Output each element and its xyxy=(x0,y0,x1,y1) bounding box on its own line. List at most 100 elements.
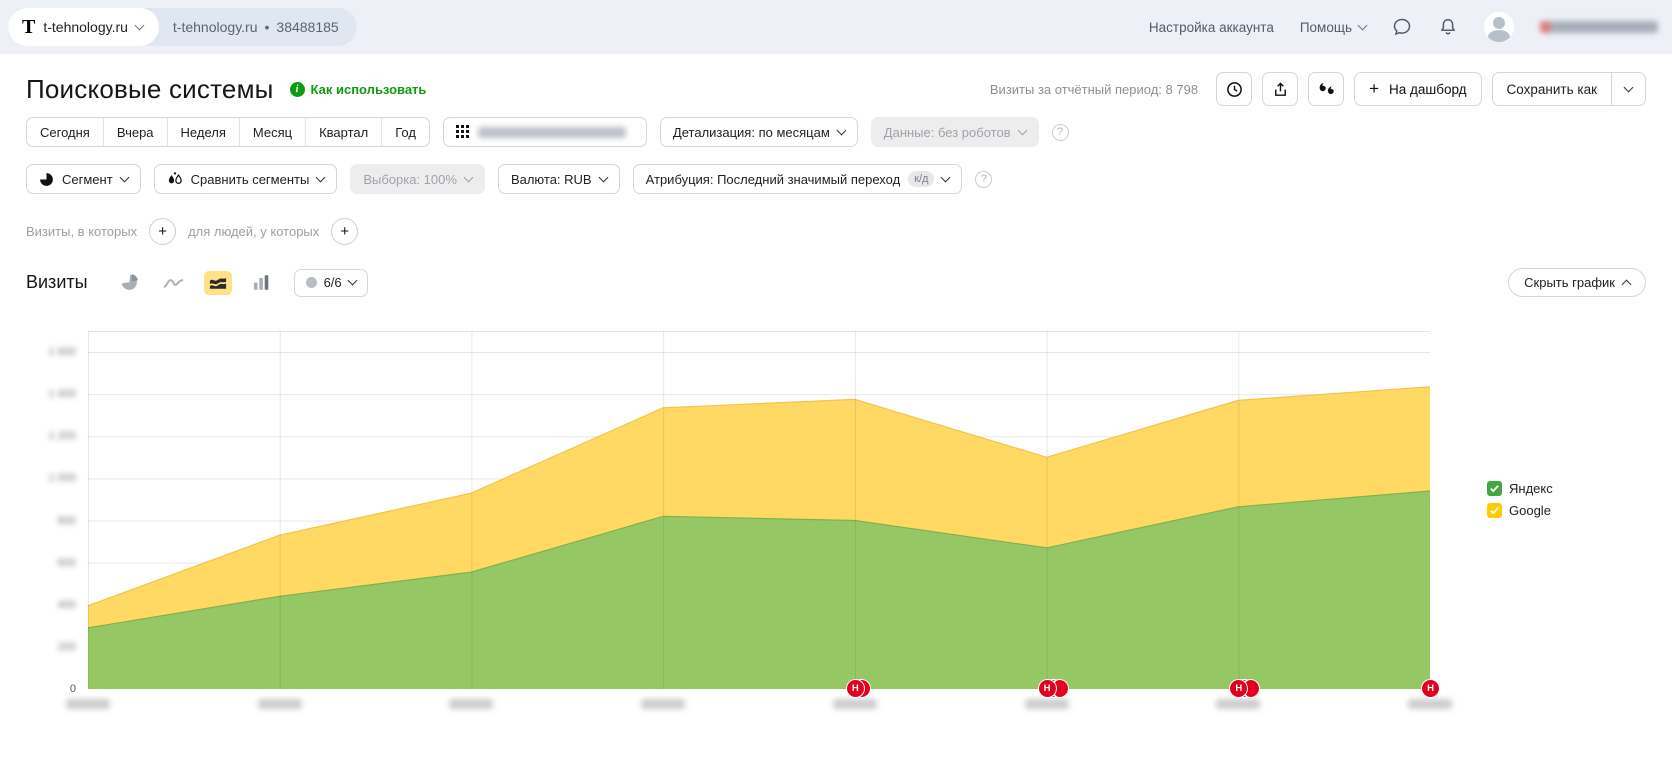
counter-meta[interactable]: t-tehnology.ru • 38488185 xyxy=(159,8,357,46)
period-year[interactable]: Год xyxy=(381,118,429,146)
segment-pie-icon xyxy=(40,172,53,186)
chevron-down-icon xyxy=(598,172,609,182)
annotation-marker[interactable]: H xyxy=(1422,680,1439,697)
y-axis-label: 600 xyxy=(57,556,76,569)
add-to-dashboard-button[interactable]: + На дашборд xyxy=(1354,72,1482,106)
annotation-marker[interactable]: H xyxy=(1230,680,1260,697)
legend-item-google[interactable]: Google xyxy=(1487,503,1553,518)
save-as-split-button: Сохранить как xyxy=(1491,72,1646,106)
hide-chart-label: Скрыть график xyxy=(1524,275,1615,290)
metric-title: Визиты xyxy=(26,272,88,292)
chevron-down-icon xyxy=(347,275,358,286)
legend-label: Яндекс xyxy=(1509,481,1553,496)
info-icon: i xyxy=(289,81,305,97)
segment-label: Сегмент xyxy=(62,171,113,187)
compare-segments-label: Сравнить сегменты xyxy=(190,171,310,187)
currency-dropdown[interactable]: Валюта: RUB xyxy=(497,164,620,194)
legend-item-yandex[interactable]: Яндекс xyxy=(1487,481,1553,496)
people-condition-label: для людей, у которых xyxy=(188,224,320,239)
notifications-bell-icon[interactable] xyxy=(1438,17,1458,37)
user-avatar[interactable] xyxy=(1484,12,1514,42)
checkbox-checked-icon xyxy=(1487,503,1502,518)
segment-dropdown[interactable]: Сегмент xyxy=(26,164,141,194)
sampling-dropdown[interactable]: Выборка: 100% xyxy=(350,164,485,194)
comments-button[interactable] xyxy=(1308,72,1345,106)
help-question-icon[interactable]: ? xyxy=(1051,123,1069,141)
chevron-down-icon xyxy=(463,172,474,182)
annotation-marker[interactable]: H xyxy=(846,680,870,697)
column-chart-type-icon[interactable] xyxy=(248,271,276,295)
counter-dropdown[interactable]: T t-tehnology.ru xyxy=(8,8,159,46)
y-axis-label: 1 200 xyxy=(48,430,76,443)
separator-dot: • xyxy=(264,19,270,35)
series-count-dropdown[interactable]: 6/6 xyxy=(293,268,368,297)
marker-h-icon: H xyxy=(1230,680,1248,697)
save-as-dropdown[interactable] xyxy=(1611,73,1645,105)
x-axis-label-blurred xyxy=(641,699,686,709)
visits-summary: Визиты за отчётный период: 8 798 xyxy=(989,81,1199,97)
help-menu[interactable]: Помощь xyxy=(1300,20,1368,35)
attribution-dropdown[interactable]: Атрибуция: Последний значимый переход к/… xyxy=(632,164,963,194)
period-month[interactable]: Месяц xyxy=(238,118,305,146)
y-axis-label: 1 000 xyxy=(48,472,76,485)
series-dot-icon xyxy=(305,277,317,288)
x-axis-label-blurred xyxy=(1024,699,1069,709)
period-week[interactable]: Неделя xyxy=(166,118,239,146)
chart-controls-row: Визиты 6/6 Скрыть график xyxy=(26,268,1646,297)
chevron-down-icon xyxy=(315,172,326,182)
feedback-chat-icon[interactable] xyxy=(1392,17,1412,37)
period-quarter[interactable]: Квартал xyxy=(305,118,381,146)
chart-legend: Яндекс Google xyxy=(1487,481,1553,518)
history-clock-button[interactable] xyxy=(1216,72,1253,106)
compare-drops-icon xyxy=(168,172,182,184)
hide-chart-button[interactable]: Скрыть график xyxy=(1508,268,1646,297)
currency-label: Валюта: RUB xyxy=(510,171,592,187)
x-axis-label-blurred xyxy=(257,699,302,709)
attribution-badge: к/д xyxy=(908,171,935,187)
plus-icon: + xyxy=(1369,79,1379,98)
attribution-label: Атрибуция: Последний значимый переход xyxy=(645,171,901,187)
chevron-down-icon xyxy=(1623,82,1634,92)
period-yesterday[interactable]: Вчера xyxy=(102,118,167,146)
y-axis-label: 0 xyxy=(69,683,76,695)
report-header: Поисковые системы i Как использовать Виз… xyxy=(26,70,1646,108)
counter-domain: t-tehnology.ru xyxy=(172,19,258,35)
counter-switcher: T t-tehnology.ru t-tehnology.ru • 384881… xyxy=(8,8,357,46)
detalization-dropdown[interactable]: Детализация: по месяцам xyxy=(659,117,858,147)
chart-type-switcher xyxy=(116,270,276,295)
chevron-down-icon xyxy=(836,125,847,135)
stacked-area-chart[interactable] xyxy=(87,331,1431,690)
avatar-silhouette xyxy=(1493,17,1505,29)
top-bar: T t-tehnology.ru t-tehnology.ru • 384881… xyxy=(0,0,1672,54)
help-question-icon[interactable]: ? xyxy=(975,170,993,188)
add-people-condition-button[interactable]: + xyxy=(331,218,359,245)
y-axis-label: 200 xyxy=(57,640,76,653)
period-today[interactable]: Сегодня xyxy=(40,124,90,140)
visits-chart-region: 0 200 400 600 800 1 000 1 200 1 400 1 600 H H H H Я… xyxy=(0,331,1672,731)
compare-segments-dropdown[interactable]: Сравнить сегменты xyxy=(153,164,338,194)
visits-condition-label: Визиты, в которых xyxy=(26,224,138,239)
save-as-button[interactable]: Сохранить как xyxy=(1506,81,1597,97)
line-chart-type-icon[interactable] xyxy=(160,271,188,295)
add-visit-condition-button[interactable]: + xyxy=(149,218,177,245)
query-builder-row: Визиты, в которых + для людей, у которых… xyxy=(26,218,359,245)
user-email-blurred[interactable] xyxy=(1540,21,1658,33)
data-robots-dropdown[interactable]: Данные: без роботов xyxy=(870,117,1039,147)
date-range-picker[interactable] xyxy=(442,117,647,147)
annotation-marker[interactable]: H xyxy=(1038,680,1068,697)
export-share-button[interactable] xyxy=(1262,72,1299,106)
x-axis-label-blurred xyxy=(1216,699,1261,709)
pie-chart-type-icon[interactable] xyxy=(116,271,144,295)
y-axis-label: 1 600 xyxy=(48,346,76,358)
chevron-up-icon xyxy=(1621,279,1632,289)
stacked-area-chart-type-icon[interactable] xyxy=(203,270,232,295)
account-settings-link[interactable]: Настройка аккаунта xyxy=(1148,19,1274,35)
counter-favicon: T xyxy=(22,15,36,38)
y-axis-label: 400 xyxy=(57,598,76,611)
x-axis-label-blurred xyxy=(449,699,494,709)
chevron-down-icon xyxy=(119,172,130,182)
date-range-blurred xyxy=(477,126,626,138)
how-to-use-link[interactable]: i Как использовать xyxy=(289,81,426,97)
y-axis-label: 800 xyxy=(57,514,76,527)
